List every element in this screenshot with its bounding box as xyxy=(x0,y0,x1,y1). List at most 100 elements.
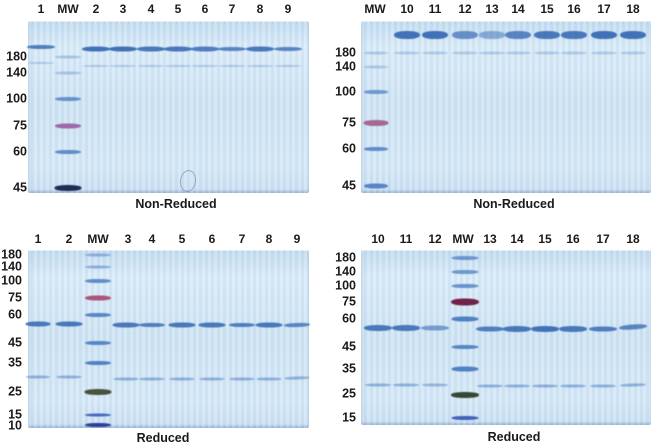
mw-label-tl-60: 60 xyxy=(13,144,27,159)
mw-label-br-45: 45 xyxy=(342,339,356,354)
band-tr-lane-18-main xyxy=(620,31,646,39)
band-tr-mw-100 xyxy=(364,90,388,94)
lane-label-tl-8: 8 xyxy=(256,2,264,16)
lane-label-bl-8: 8 xyxy=(265,232,273,246)
mw-label-bl-35: 35 xyxy=(8,355,22,370)
band-tl-lane-7-main xyxy=(218,47,246,51)
band-br-mw-60 xyxy=(451,316,479,322)
mw-label-br-15: 15 xyxy=(342,410,356,425)
band-tr-lane-17-main xyxy=(591,31,617,39)
mw-label-bl-15: 15 xyxy=(8,407,22,422)
lane-label-bl-6: 6 xyxy=(208,232,216,246)
band-tl-lane-2-minor xyxy=(83,65,109,67)
band-bl-mw-45 xyxy=(85,341,111,345)
lane-label-tr-18: 18 xyxy=(626,2,640,16)
mw-label-bl-60: 60 xyxy=(8,307,22,322)
caption-tr: Non-Reduced xyxy=(473,197,555,211)
band-br-lane-16-heavy xyxy=(559,326,587,332)
lane-label-tr-13: 13 xyxy=(485,2,499,16)
band-br-lane-17-heavy xyxy=(589,326,617,332)
band-bl-mw-180 xyxy=(85,253,111,257)
band-bl-lane-8-heavy xyxy=(255,322,283,328)
lane-label-tr-10: 10 xyxy=(400,2,414,16)
lane-label-bl-3: 3 xyxy=(124,232,132,246)
band-br-lane-17-light xyxy=(590,384,616,388)
lane-label-br-12: 12 xyxy=(428,232,442,246)
lane-label-br-13: 13 xyxy=(483,232,497,246)
lane-label-tl-5: 5 xyxy=(174,2,182,16)
lane-label-tr-17: 17 xyxy=(597,2,611,16)
mw-label-bl-180: 180 xyxy=(1,247,22,262)
lane-label-tr-16: 16 xyxy=(567,2,581,16)
lane-label-bl-2: 2 xyxy=(65,232,73,246)
lane-label-tl-2: 2 xyxy=(92,2,100,16)
mw-label-tl-140: 140 xyxy=(6,65,27,80)
mw-label-bl-100: 100 xyxy=(1,273,22,288)
band-bl-lane-3-light xyxy=(113,377,139,381)
band-tl-mw-60 xyxy=(55,150,81,154)
lane-label-br-18: 18 xyxy=(626,232,640,246)
caption-br: Reduced xyxy=(487,430,541,444)
band-bl-lane-5-heavy xyxy=(168,322,196,328)
band-tr-lane-18-minor xyxy=(620,51,646,55)
band-tl-lane-7-minor xyxy=(219,65,245,67)
band-br-mw-35 xyxy=(451,366,479,372)
band-br-lane-12-heavy xyxy=(421,325,449,331)
band-br-lane-10-heavy xyxy=(364,325,392,331)
band-br-mw-140 xyxy=(451,270,479,274)
mw-label-tr-180: 180 xyxy=(335,45,356,60)
band-br-lane-14-heavy xyxy=(503,326,531,332)
lane-label-br-17: 17 xyxy=(596,232,610,246)
mw-label-tl-100: 100 xyxy=(6,91,27,106)
lane-label-bl-7: 7 xyxy=(238,232,246,246)
band-br-lane-15-light xyxy=(532,384,558,388)
mw-label-tr-75: 75 xyxy=(342,115,356,130)
lane-label-tl-6: 6 xyxy=(201,2,209,16)
band-br-lane-14-light xyxy=(504,384,530,388)
band-br-mw-15 xyxy=(451,416,479,420)
band-br-mw-100 xyxy=(451,284,479,288)
band-tl-lane-1-main xyxy=(27,45,55,49)
mw-label-br-100: 100 xyxy=(335,278,356,293)
band-bl-lane-7-heavy xyxy=(229,323,255,327)
band-tl-lane-2-main xyxy=(82,46,110,52)
band-br-mw-75 xyxy=(451,298,479,306)
mw-label-tr-60: 60 xyxy=(342,141,356,156)
band-br-lane-11-heavy xyxy=(392,325,420,331)
mw-label-tr-45: 45 xyxy=(342,178,356,193)
mw-label-bl-25: 25 xyxy=(8,384,22,399)
mw-label-bl-75: 75 xyxy=(8,290,22,305)
band-br-mw-25 xyxy=(451,392,479,398)
lane-label-tr-15: 15 xyxy=(540,2,554,16)
band-tr-lane-14-main xyxy=(505,31,531,39)
band-bl-lane-6-heavy xyxy=(198,322,226,328)
band-bl-lane-3-heavy xyxy=(112,322,140,328)
band-br-mw-180 xyxy=(451,256,479,260)
lane-label-tl-MW: MW xyxy=(57,2,79,16)
band-bl-mw-100 xyxy=(85,279,111,283)
band-br-lane-11-light xyxy=(393,383,419,387)
mw-label-tr-100: 100 xyxy=(335,84,356,99)
band-bl-mw-10 xyxy=(85,423,111,427)
band-tr-lane-15-minor xyxy=(534,51,560,55)
band-tr-mw-140 xyxy=(364,65,388,69)
band-tr-lane-11-main xyxy=(422,31,448,39)
band-tl-mw-180 xyxy=(55,55,81,59)
band-bl-lane-8-light xyxy=(256,377,282,381)
gel-panel-br xyxy=(361,250,651,425)
band-br-lane-16-light xyxy=(560,384,586,388)
band-bl-lane-1-heavy xyxy=(25,321,51,327)
lane-label-br-14: 14 xyxy=(510,232,524,246)
mw-label-br-75: 75 xyxy=(342,294,356,309)
mw-label-br-60: 60 xyxy=(342,311,356,326)
lane-label-tl-4: 4 xyxy=(147,2,155,16)
band-tr-lane-16-minor xyxy=(561,51,587,55)
band-bl-lane-7-light xyxy=(229,377,255,381)
band-br-mw-45 xyxy=(451,345,479,349)
band-tr-mw-75 xyxy=(363,120,389,126)
band-br-lane-10-light xyxy=(365,383,391,387)
band-br-lane-12-light xyxy=(422,383,448,387)
band-bl-lane-6-light xyxy=(199,377,225,381)
band-tr-mw-180 xyxy=(364,51,388,55)
